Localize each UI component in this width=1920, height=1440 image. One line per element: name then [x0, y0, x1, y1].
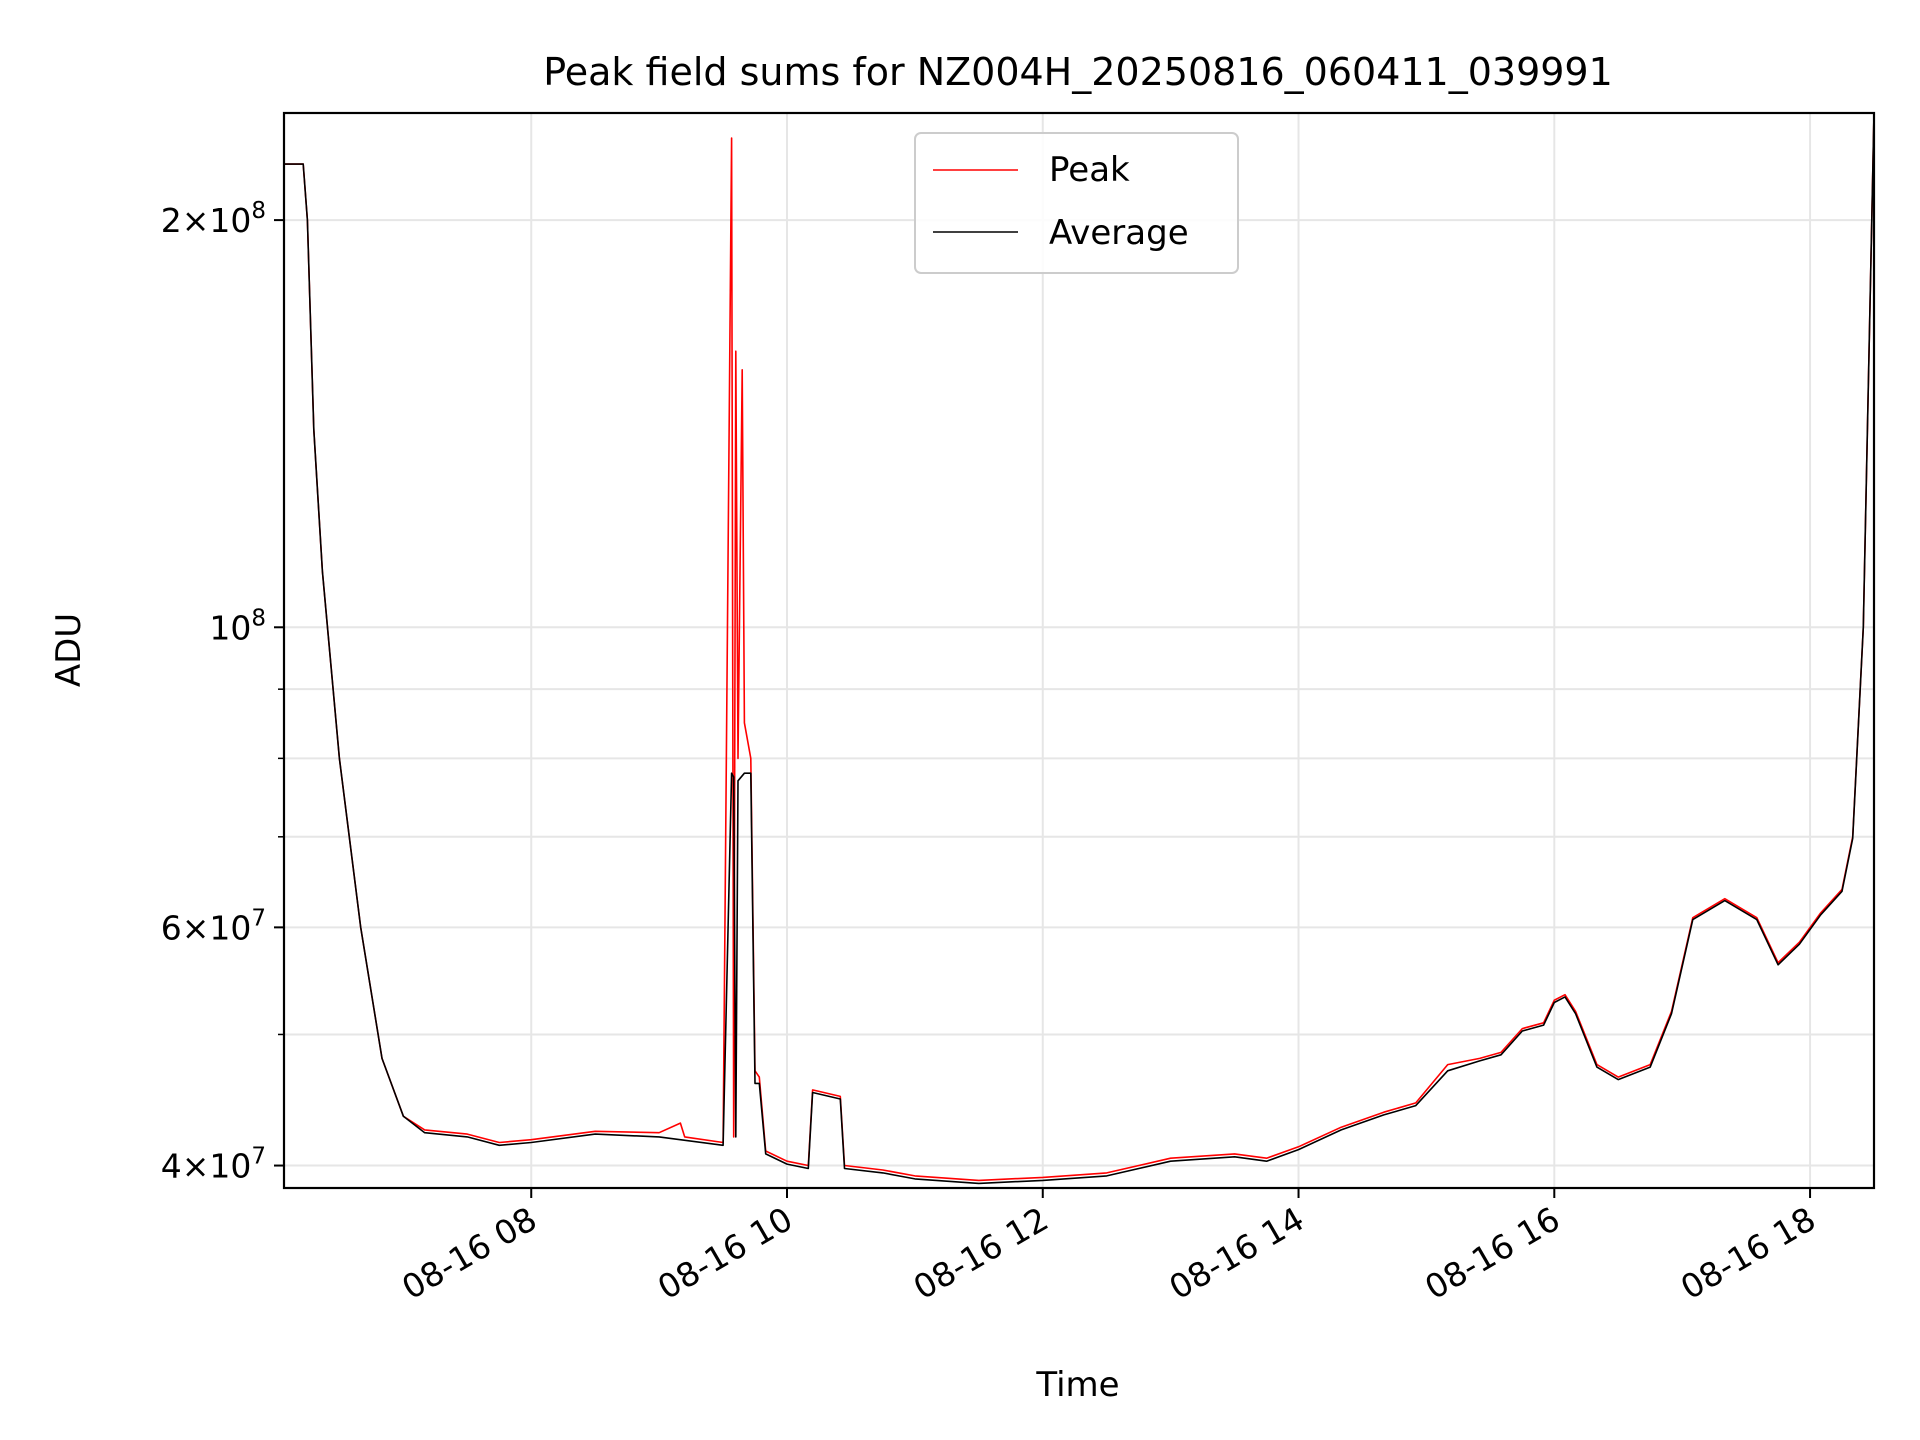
x-axis-label: Time [1035, 1365, 1119, 1405]
legend-label-peak: Peak [1049, 150, 1130, 190]
y-axis-label: ADU [49, 613, 89, 687]
y-tick-label: 6×107 [161, 905, 266, 947]
series-layer [284, 112, 1875, 1185]
series-line-peak [284, 112, 1875, 1182]
chart-title: Peak field sums for NZ004H_20250816_0604… [543, 50, 1613, 94]
plot-frame [282, 111, 1876, 1190]
y-axis-ticks: 4×107 6×107 108 2×108 [161, 198, 284, 1186]
y-tick-label: 4×107 [161, 1144, 266, 1186]
series-line-average [284, 112, 1875, 1185]
legend-box [914, 132, 1239, 274]
legend-label-average: Average [1049, 213, 1189, 253]
legend: Peak Average [914, 132, 1239, 274]
y-tick-label: 2×108 [161, 198, 266, 240]
y-tick-label: 108 [209, 605, 266, 647]
